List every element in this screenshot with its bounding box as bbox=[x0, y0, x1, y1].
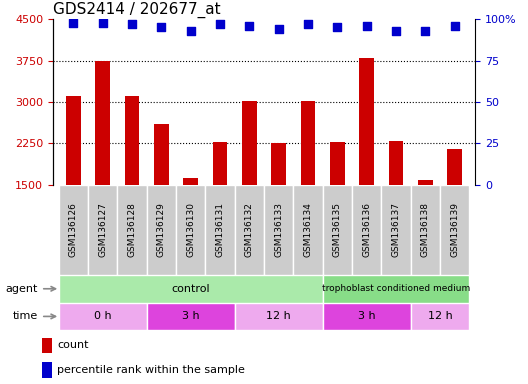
Bar bbox=[88, 185, 117, 275]
Text: trophoblast conditioned medium: trophoblast conditioned medium bbox=[322, 284, 470, 293]
Point bbox=[333, 25, 342, 31]
Point bbox=[304, 21, 312, 27]
Bar bbox=[59, 303, 147, 330]
Text: 3 h: 3 h bbox=[358, 311, 375, 321]
Bar bbox=[447, 149, 462, 268]
Point bbox=[450, 23, 459, 29]
Bar bbox=[411, 303, 469, 330]
Text: GSM136130: GSM136130 bbox=[186, 202, 195, 257]
Bar bbox=[59, 185, 88, 275]
Text: 12 h: 12 h bbox=[428, 311, 452, 321]
Text: GSM136136: GSM136136 bbox=[362, 202, 371, 257]
Bar bbox=[323, 303, 411, 330]
Bar bbox=[234, 185, 264, 275]
Text: GSM136131: GSM136131 bbox=[215, 202, 224, 257]
Text: GSM136126: GSM136126 bbox=[69, 202, 78, 257]
Text: GSM136139: GSM136139 bbox=[450, 202, 459, 257]
Text: 3 h: 3 h bbox=[182, 311, 200, 321]
Bar bbox=[213, 142, 228, 268]
Bar bbox=[352, 185, 381, 275]
Text: time: time bbox=[13, 311, 55, 321]
Text: GDS2414 / 202677_at: GDS2414 / 202677_at bbox=[53, 2, 220, 18]
Text: 12 h: 12 h bbox=[266, 311, 291, 321]
Text: percentile rank within the sample: percentile rank within the sample bbox=[57, 365, 245, 375]
Bar bbox=[294, 185, 323, 275]
Bar bbox=[330, 142, 345, 268]
Point bbox=[157, 25, 166, 31]
Bar bbox=[323, 185, 352, 275]
Bar bbox=[42, 362, 52, 377]
Text: GSM136135: GSM136135 bbox=[333, 202, 342, 257]
Bar bbox=[271, 143, 286, 268]
Bar bbox=[176, 185, 205, 275]
Bar bbox=[42, 338, 52, 353]
Text: GSM136128: GSM136128 bbox=[127, 202, 137, 257]
Point bbox=[128, 21, 136, 27]
Point bbox=[69, 20, 78, 26]
Point bbox=[392, 28, 400, 34]
Bar bbox=[440, 185, 469, 275]
Bar bbox=[205, 185, 234, 275]
Bar bbox=[125, 96, 139, 268]
Point bbox=[275, 26, 283, 32]
Bar bbox=[418, 180, 432, 268]
Bar bbox=[147, 185, 176, 275]
Point bbox=[216, 21, 224, 27]
Point bbox=[245, 23, 253, 29]
Text: GSM136134: GSM136134 bbox=[304, 202, 313, 257]
Point bbox=[421, 28, 430, 34]
Text: count: count bbox=[57, 340, 89, 350]
Text: GSM136127: GSM136127 bbox=[98, 202, 107, 257]
Bar bbox=[300, 101, 315, 268]
Text: GSM136137: GSM136137 bbox=[391, 202, 401, 257]
Text: GSM136129: GSM136129 bbox=[157, 202, 166, 257]
Bar bbox=[264, 185, 294, 275]
Text: agent: agent bbox=[6, 284, 55, 294]
Bar bbox=[411, 185, 440, 275]
Bar bbox=[59, 275, 323, 303]
Text: control: control bbox=[172, 284, 210, 294]
Bar bbox=[242, 101, 257, 268]
Bar bbox=[389, 141, 403, 268]
Bar bbox=[234, 303, 323, 330]
Bar bbox=[117, 185, 147, 275]
Bar bbox=[154, 124, 168, 268]
Bar bbox=[147, 303, 234, 330]
Bar bbox=[323, 275, 469, 303]
Point bbox=[186, 28, 195, 34]
Bar bbox=[381, 185, 411, 275]
Text: GSM136132: GSM136132 bbox=[245, 202, 254, 257]
Text: GSM136133: GSM136133 bbox=[274, 202, 283, 257]
Text: GSM136138: GSM136138 bbox=[421, 202, 430, 257]
Bar bbox=[360, 58, 374, 268]
Point bbox=[98, 20, 107, 26]
Bar bbox=[66, 96, 81, 268]
Bar bbox=[183, 178, 198, 268]
Bar bbox=[96, 61, 110, 268]
Text: 0 h: 0 h bbox=[94, 311, 111, 321]
Point bbox=[362, 23, 371, 29]
